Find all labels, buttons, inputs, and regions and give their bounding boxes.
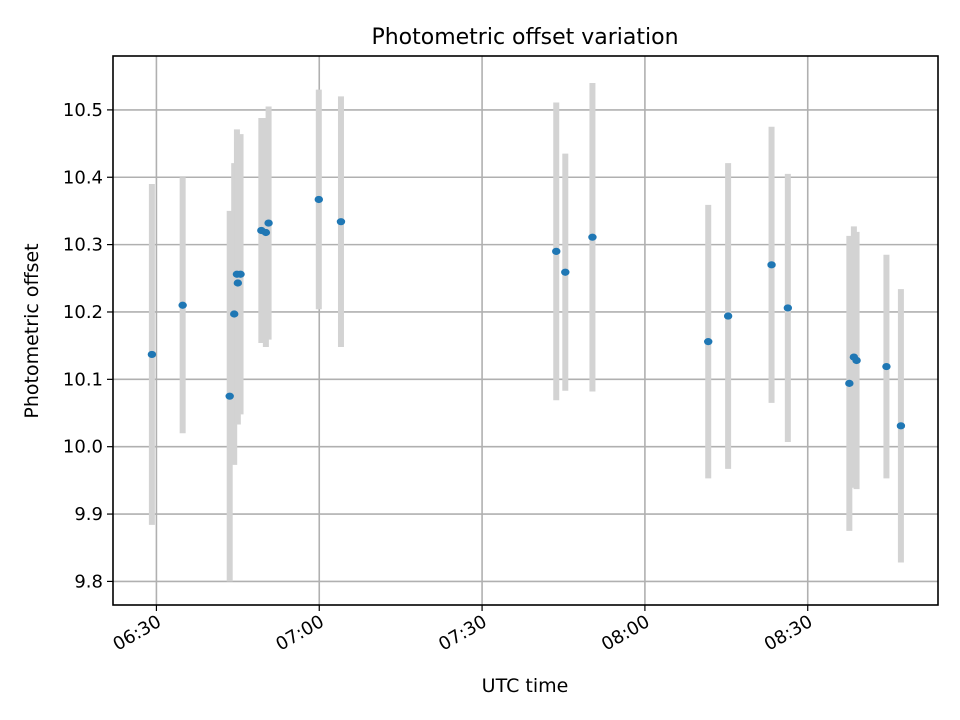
data-point xyxy=(783,304,793,312)
data-point xyxy=(588,233,597,241)
data-point xyxy=(225,392,234,400)
data-point xyxy=(147,350,157,359)
data-point xyxy=(314,195,323,204)
data-point xyxy=(230,310,239,318)
data-point xyxy=(236,270,245,278)
data-point xyxy=(767,261,776,269)
y-tick-label: 9.8 xyxy=(74,571,103,592)
data-point xyxy=(896,422,906,430)
data-point xyxy=(336,218,346,226)
y-tick-label: 10.3 xyxy=(63,235,103,256)
data-point xyxy=(561,268,570,276)
data-point xyxy=(882,362,891,371)
y-axis: 9.8 9.9 10.0 10.1 10.2 10.3 10.4 10.5 xyxy=(63,100,113,592)
y-tick-label: 10.4 xyxy=(63,167,103,188)
chart-title: Photometric offset variation xyxy=(371,25,678,50)
data-point xyxy=(552,247,561,255)
data-points xyxy=(147,195,906,430)
x-axis-title: UTC time xyxy=(482,675,569,697)
data-point xyxy=(704,338,713,346)
grid xyxy=(113,56,938,605)
y-tick-label: 10.1 xyxy=(63,369,103,390)
data-point xyxy=(264,219,273,227)
y-tick-label: 10.2 xyxy=(63,302,103,323)
data-point xyxy=(852,356,861,365)
y-tick-label: 10.5 xyxy=(63,100,103,121)
data-point xyxy=(723,312,733,320)
y-tick-label: 9.9 xyxy=(74,504,103,525)
data-point xyxy=(178,301,187,309)
data-point xyxy=(845,379,854,387)
y-axis-title: Photometric offset xyxy=(21,243,43,418)
data-point xyxy=(261,228,271,237)
y-tick-label: 10.0 xyxy=(63,437,103,458)
data-point xyxy=(233,279,243,287)
plot-frame xyxy=(112,55,939,606)
